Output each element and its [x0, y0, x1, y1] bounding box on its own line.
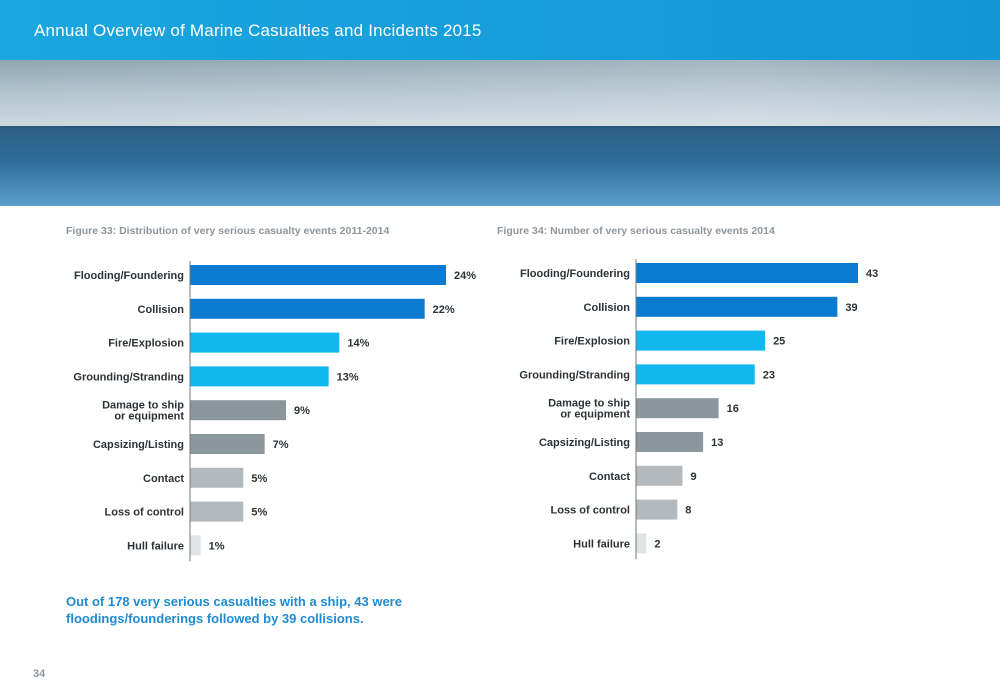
bar-0-0: [190, 265, 446, 285]
value-label-0-3: 13%: [337, 371, 359, 383]
value-label-1-3: 23: [763, 369, 775, 381]
category-label-0-6: Contact: [143, 473, 184, 485]
bar-1-7: [636, 499, 678, 520]
value-label-0-8: 1%: [209, 540, 225, 552]
value-label-1-0: 43: [866, 268, 878, 280]
value-label-0-6: 5%: [251, 473, 267, 485]
figure-34-title: Figure 34: Number of very serious casual…: [497, 225, 775, 237]
bar-1-2: [636, 330, 766, 351]
value-label-0-2: 14%: [347, 338, 369, 350]
category-label-0-5: Capsizing/Listing: [93, 439, 184, 451]
bar-1-3: [636, 364, 755, 385]
bar-0-1: [190, 298, 425, 319]
value-label-0-0: 24%: [454, 270, 476, 282]
category-label-0-3: Grounding/Stranding: [73, 371, 184, 383]
bar-1-5: [636, 432, 704, 452]
category-label-1-6: Contact: [589, 471, 630, 483]
value-label-0-1: 22%: [433, 304, 455, 316]
value-label-1-4: 16: [727, 403, 739, 415]
category-label-1-8: Hull failure: [573, 538, 630, 550]
category-label-0-2: Fire/Explosion: [108, 338, 184, 350]
category-label-1-4: Damage to ship or equipment: [548, 398, 630, 421]
summary-line-2: floodings/founderings followed by 39 col…: [66, 611, 364, 626]
figure-33-title: Figure 33: Distribution of very serious …: [66, 225, 390, 237]
bar-1-1: [636, 296, 838, 317]
page-number: 34: [33, 668, 46, 680]
category-label-1-1: Collision: [584, 302, 631, 314]
figure-33-chart: Flooding/Foundering 24% Collision 22% Fire/E…: [0, 250, 500, 570]
category-label-0-0: Flooding/Foundering: [74, 270, 184, 282]
figure-34-chart: Flooding/Foundering 43 Collision 39 Fire/Exp…: [500, 250, 1000, 570]
value-label-1-2: 25: [773, 336, 785, 348]
bar-1-0: [636, 263, 858, 283]
value-label-1-6: 9: [690, 471, 696, 483]
sea-horizon-photo: [0, 60, 1000, 206]
value-label-1-8: 2: [654, 538, 660, 550]
category-label-1-0: Flooding/Foundering: [520, 268, 630, 280]
bar-0-7: [190, 501, 244, 522]
value-label-0-4: 9%: [294, 405, 310, 417]
summary-text: Out of 178 very serious casualties with …: [66, 593, 446, 627]
header-banner: Annual Overview of Marine Casualties and…: [0, 0, 1000, 60]
category-label-0-7: Loss of control: [105, 507, 184, 519]
bar-0-6: [190, 467, 244, 488]
category-label-0-4: Damage to ship or equipment: [102, 400, 184, 423]
value-label-1-1: 39: [845, 302, 857, 314]
bar-1-8: [636, 533, 647, 554]
bar-0-5: [190, 434, 265, 454]
bar-1-6: [636, 465, 683, 486]
category-label-1-7: Loss of control: [551, 505, 630, 517]
bar-0-3: [190, 366, 329, 387]
category-label-1-5: Capsizing/Listing: [539, 437, 630, 449]
value-label-1-7: 8: [685, 505, 691, 517]
bar-0-2: [190, 332, 340, 353]
value-label-0-5: 7%: [273, 439, 289, 451]
value-label-1-5: 13: [711, 437, 723, 449]
category-label-0-1: Collision: [138, 304, 185, 316]
category-label-1-2: Fire/Explosion: [554, 336, 630, 348]
page-header-title: Annual Overview of Marine Casualties and…: [34, 21, 482, 40]
category-label-0-8: Hull failure: [127, 540, 184, 552]
category-label-1-3: Grounding/Stranding: [519, 369, 630, 381]
value-label-0-7: 5%: [251, 507, 267, 519]
bar-1-4: [636, 398, 719, 419]
summary-line-1: Out of 178 very serious casualties with …: [66, 594, 402, 609]
bar-0-4: [190, 400, 286, 421]
bar-0-8: [190, 535, 201, 556]
